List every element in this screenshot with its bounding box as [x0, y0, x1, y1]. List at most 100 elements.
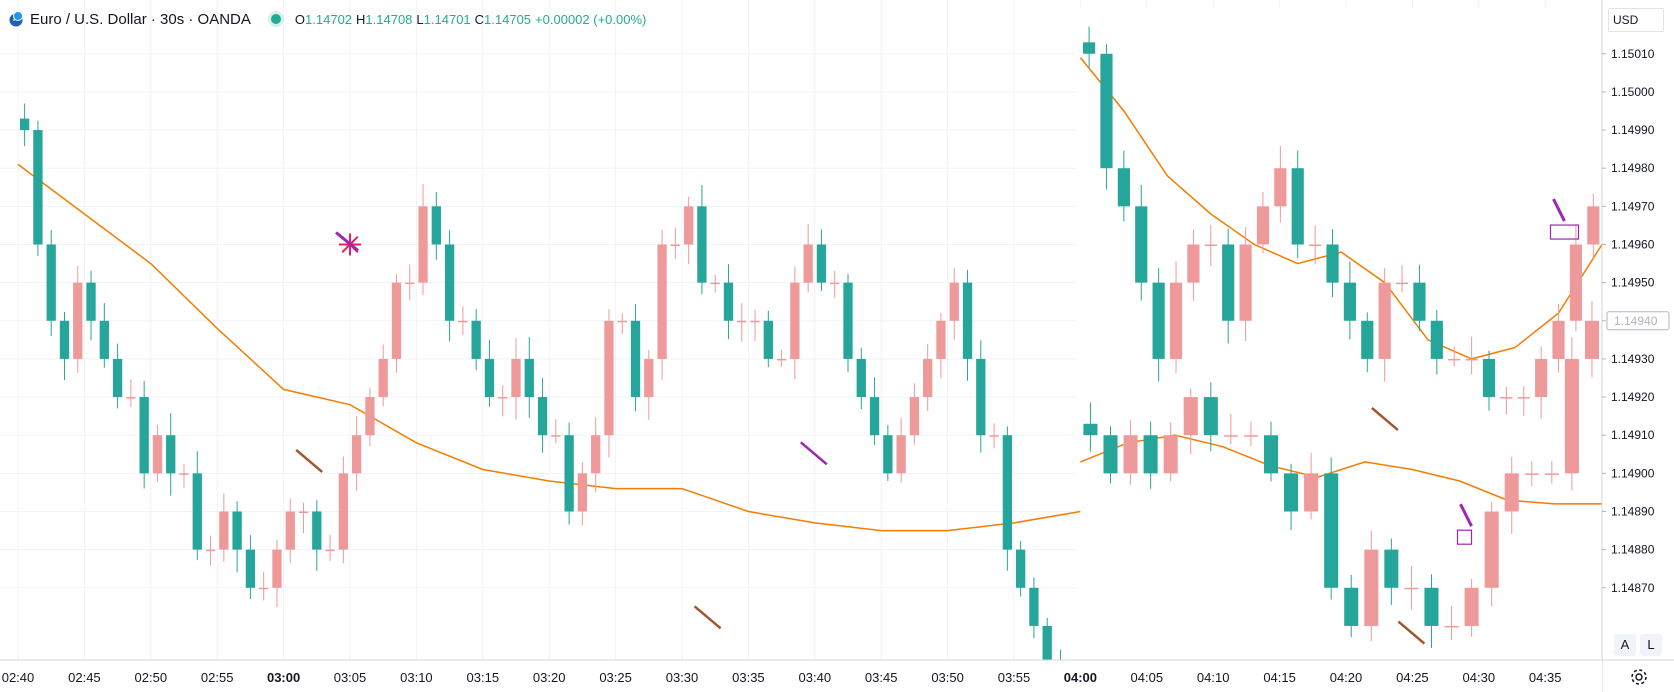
candle-body[interactable]	[405, 282, 415, 285]
arrow-marker[interactable]	[335, 231, 359, 252]
candle-body[interactable]	[1404, 587, 1419, 590]
candle-body[interactable]	[1465, 358, 1478, 361]
candle-body[interactable]	[1378, 282, 1391, 359]
candle-body[interactable]	[19, 118, 30, 131]
gear-icon[interactable]	[1628, 666, 1650, 688]
candle-body[interactable]	[1083, 42, 1096, 54]
candle-body[interactable]	[498, 397, 508, 399]
candle-body[interactable]	[1482, 358, 1496, 398]
candle-body[interactable]	[272, 549, 282, 588]
candle-body[interactable]	[1413, 282, 1426, 321]
candle-body[interactable]	[312, 511, 322, 550]
symbol-title[interactable]: Euro / U.S. Dollar · 30s · OANDA	[30, 10, 251, 28]
arrow-marker[interactable]	[1371, 406, 1399, 431]
candle-body[interactable]	[1564, 358, 1579, 474]
candle-body[interactable]	[1444, 625, 1459, 628]
candle-body[interactable]	[723, 282, 734, 321]
candle-body[interactable]	[683, 206, 694, 245]
candle-body[interactable]	[737, 320, 747, 323]
candle-body[interactable]	[458, 320, 468, 323]
arrow-marker[interactable]	[1397, 620, 1426, 645]
arrow-marker[interactable]	[1459, 503, 1473, 527]
arrow-marker[interactable]	[799, 441, 828, 466]
candle-body[interactable]	[591, 435, 601, 474]
candle-body[interactable]	[484, 358, 495, 398]
price-scale[interactable]: 1.15010 1.15000 1.14990 1.14980 1.14970 1.149…	[1601, 0, 1674, 692]
candle-body[interactable]	[869, 397, 880, 436]
candle-body[interactable]	[1544, 473, 1559, 475]
candle-body[interactable]	[551, 435, 561, 437]
candle-body[interactable]	[1223, 435, 1238, 437]
candle-body[interactable]	[1123, 435, 1138, 474]
candle-body[interactable]	[139, 397, 149, 474]
candle-body[interactable]	[923, 358, 933, 398]
candle-body[interactable]	[1364, 549, 1379, 626]
candle-body[interactable]	[896, 435, 906, 474]
candle-body[interactable]	[830, 282, 840, 285]
time-scale[interactable]: 02:40 02:45 02:50 02:55 03:00 03:05 03:10 03:15…	[0, 659, 1674, 692]
candle-body[interactable]	[1584, 320, 1599, 359]
candle-body[interactable]	[962, 282, 973, 359]
drawing-annotations[interactable]	[295, 198, 1580, 645]
candle-body[interactable]	[511, 358, 521, 398]
candle-body[interactable]	[1002, 435, 1013, 550]
candle-body[interactable]	[205, 549, 216, 552]
candle-body[interactable]	[245, 549, 256, 588]
candle-body[interactable]	[670, 244, 681, 246]
candle-body[interactable]	[1029, 587, 1039, 626]
candle-body[interactable]	[219, 511, 229, 550]
candle-body[interactable]	[1448, 358, 1461, 361]
candle-body[interactable]	[1222, 244, 1235, 321]
candle-body[interactable]	[46, 244, 56, 321]
candle-body[interactable]	[1384, 549, 1399, 588]
candle-body[interactable]	[378, 358, 388, 398]
candle-body[interactable]	[152, 435, 163, 474]
candle-body[interactable]	[657, 244, 667, 359]
candle-body[interactable]	[365, 397, 375, 436]
candle-body[interactable]	[564, 435, 574, 512]
candle-body[interactable]	[909, 397, 920, 436]
candle-body[interactable]	[1083, 423, 1098, 436]
candle-body[interactable]	[1569, 244, 1583, 321]
candle-body[interactable]	[73, 282, 83, 359]
candle-body[interactable]	[1552, 320, 1565, 359]
candle-body[interactable]	[1204, 244, 1217, 246]
candle-body[interactable]	[1424, 587, 1439, 626]
candle-body[interactable]	[418, 206, 428, 283]
candle-body[interactable]	[577, 473, 588, 512]
candle-body[interactable]	[1464, 587, 1479, 626]
candle-body[interactable]	[883, 435, 893, 474]
candle-body[interactable]	[936, 320, 946, 359]
candle-body[interactable]	[1517, 397, 1530, 399]
candle-body[interactable]	[126, 397, 136, 399]
candle-body[interactable]	[86, 282, 96, 321]
candle-body[interactable]	[391, 282, 402, 359]
candle-body[interactable]	[524, 358, 534, 398]
candle-body[interactable]	[1361, 320, 1374, 359]
candle-body[interactable]	[232, 511, 242, 550]
candle-body[interactable]	[1117, 168, 1130, 207]
candle-body[interactable]	[1152, 282, 1165, 359]
candle-body[interactable]	[471, 320, 481, 359]
candle-body[interactable]	[1243, 435, 1258, 437]
candle-body[interactable]	[166, 435, 176, 474]
candle-body[interactable]	[1291, 168, 1304, 245]
candle-body[interactable]	[1524, 473, 1539, 475]
candle-body[interactable]	[1143, 435, 1158, 474]
candlesticks[interactable]	[19, 26, 1600, 692]
candle-body[interactable]	[179, 473, 189, 475]
candle-body[interactable]	[1535, 358, 1548, 398]
candle-body[interactable]	[537, 397, 548, 436]
candle-body[interactable]	[803, 244, 813, 283]
candle-body[interactable]	[1430, 320, 1443, 359]
currency-select[interactable]: USD	[1608, 8, 1664, 32]
candle-body[interactable]	[1504, 473, 1519, 512]
candle-body[interactable]	[1103, 435, 1118, 474]
candle-body[interactable]	[1326, 244, 1339, 283]
arrow-marker[interactable]	[295, 448, 323, 473]
candle-body[interactable]	[192, 473, 202, 550]
candle-body[interactable]	[697, 206, 707, 283]
candle-body[interactable]	[816, 244, 827, 283]
candle-body[interactable]	[710, 282, 720, 285]
